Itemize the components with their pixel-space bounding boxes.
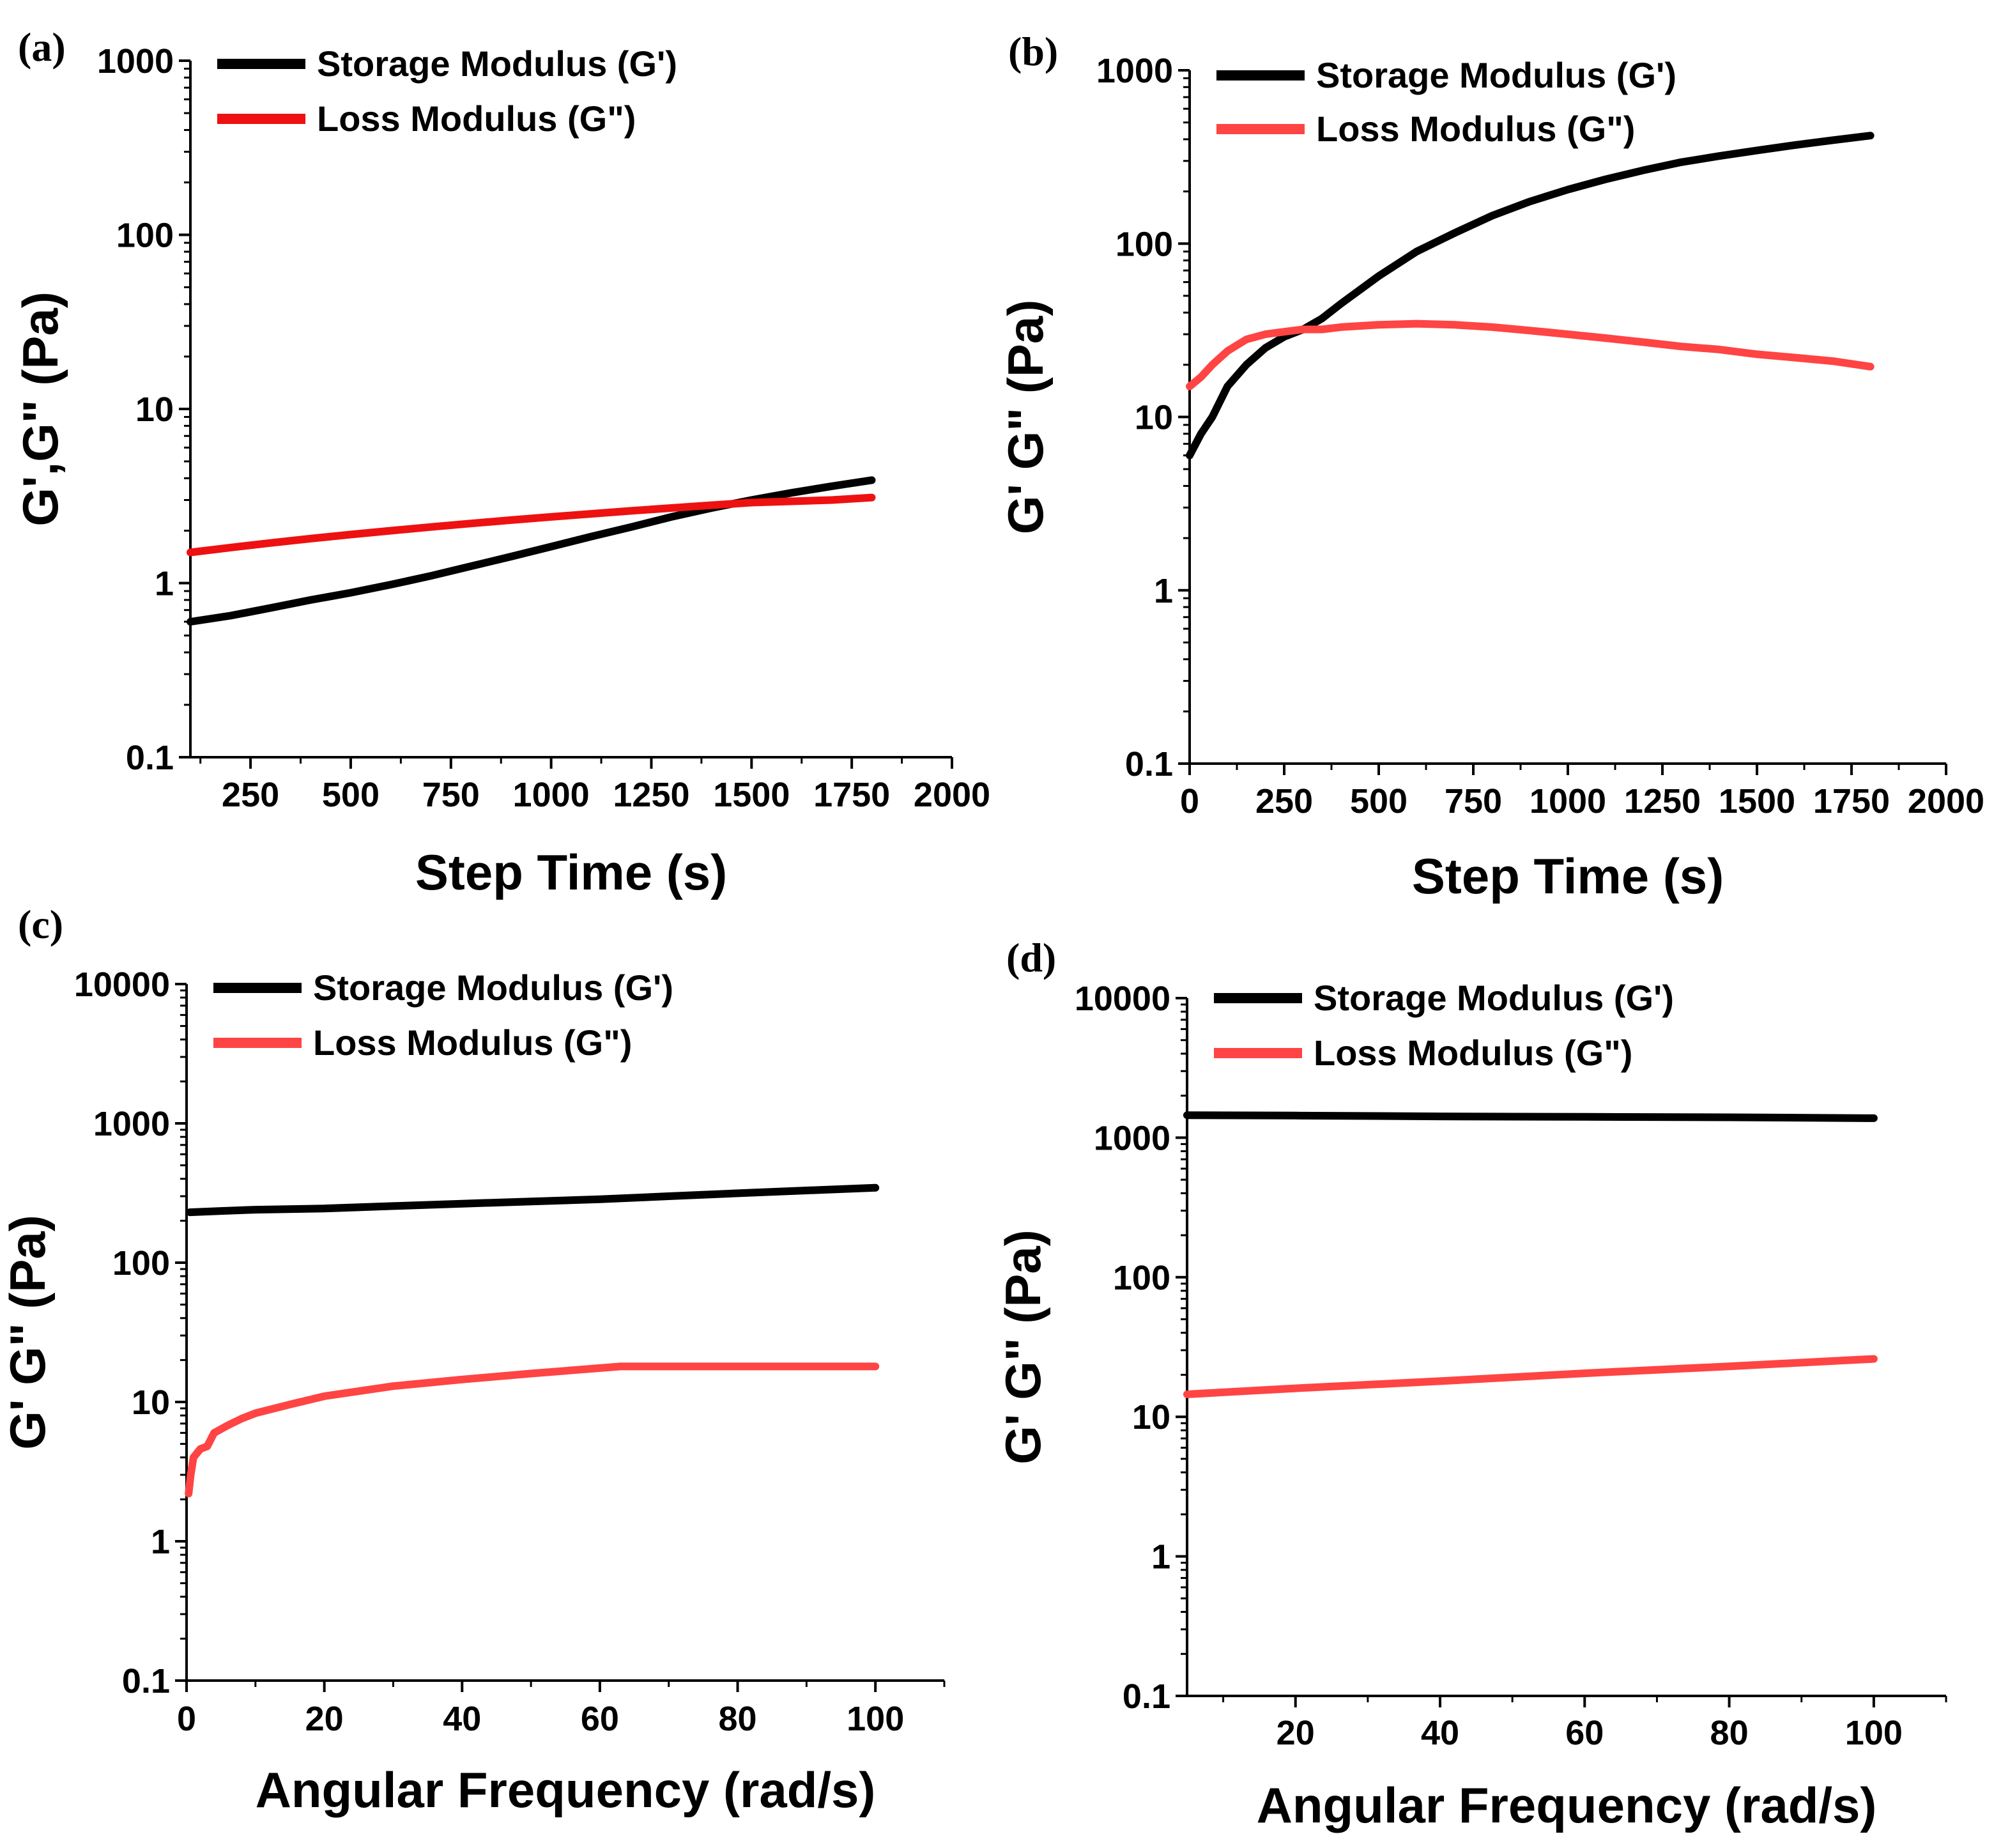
x-tick-label: 1250 xyxy=(613,776,689,814)
y-tick-label: 1 xyxy=(1151,1538,1170,1576)
y-axis-title: G' G" (Pa) xyxy=(995,1229,1051,1465)
x-tick-label: 40 xyxy=(1421,1714,1459,1752)
y-axis-title: G' G" (Pa) xyxy=(0,1215,56,1450)
panel-2: (b) 0.1 1 10 100 1000 0 250 500 750 1000 1250 1500 17… xyxy=(997,29,1984,904)
y-tick-label: 100 xyxy=(1116,225,1173,263)
legend-label: Storage Modulus (G') xyxy=(1316,55,1676,95)
y-tick-label: 1000 xyxy=(93,1105,170,1143)
x-tick-label: 1500 xyxy=(713,776,790,814)
y-tick-label: 10 xyxy=(135,390,174,429)
panel-1: (a) 0.1 1 10 100 1000 250 500 750 1000 1250 1500 175… xyxy=(12,24,990,900)
x-tick-label: 1000 xyxy=(1530,782,1606,820)
x-tick-label: 60 xyxy=(581,1700,619,1738)
x-tick-label: 40 xyxy=(443,1700,481,1738)
panel-label: (b) xyxy=(1008,29,1058,74)
x-tick-label: 750 xyxy=(422,776,480,814)
panel-label: (d) xyxy=(1006,935,1056,980)
y-tick-label: 0.1 xyxy=(122,1662,170,1700)
legend-label: Storage Modulus (G') xyxy=(1314,978,1674,1018)
series-line-storage-modulus xyxy=(186,1183,880,1217)
y-tick-label: 10 xyxy=(1135,399,1173,437)
legend-label: Storage Modulus (G') xyxy=(313,967,673,1008)
x-tick-label: 20 xyxy=(305,1700,344,1738)
x-tick-label: 80 xyxy=(1710,1714,1749,1752)
panel-label: (c) xyxy=(18,902,63,947)
y-tick-label: 1 xyxy=(155,565,174,603)
x-tick-label: 500 xyxy=(322,776,380,814)
legend-label: Loss Modulus (G") xyxy=(1316,109,1635,149)
y-tick-label: 10 xyxy=(1132,1398,1170,1436)
y-tick-label: 100 xyxy=(1113,1259,1170,1297)
x-tick-label: 750 xyxy=(1445,782,1502,820)
x-tick-label: 2000 xyxy=(914,776,990,814)
x-tick-label: 0 xyxy=(177,1700,196,1738)
y-tick-label: 1000 xyxy=(1096,52,1173,90)
x-tick-label: 0 xyxy=(1180,782,1199,820)
y-tick-label: 0.1 xyxy=(126,739,174,777)
x-tick-label: 100 xyxy=(1845,1714,1903,1752)
x-tick-label: 1500 xyxy=(1719,782,1795,820)
y-tick-label: 100 xyxy=(116,217,174,255)
x-tick-label: 1250 xyxy=(1624,782,1701,820)
x-tick-label: 1750 xyxy=(1813,782,1890,820)
y-tick-label: 0.1 xyxy=(1123,1677,1170,1716)
series-line-loss-modulus xyxy=(1186,320,1875,390)
y-tick-label: 10 xyxy=(132,1383,170,1422)
x-axis-title: Angular Frequency (rad/s) xyxy=(256,1762,876,1818)
x-tick-label: 60 xyxy=(1565,1714,1604,1752)
legend-label: Storage Modulus (G') xyxy=(317,43,677,84)
y-tick-label: 10000 xyxy=(1075,980,1170,1018)
x-tick-label: 20 xyxy=(1277,1714,1315,1752)
series-line-loss-modulus xyxy=(1183,1355,1878,1398)
x-tick-label: 100 xyxy=(847,1700,904,1738)
legend-label: Loss Modulus (G") xyxy=(313,1022,632,1063)
x-tick-label: 2000 xyxy=(1908,782,1984,820)
y-tick-label: 1000 xyxy=(1094,1119,1170,1157)
y-tick-label: 100 xyxy=(112,1244,170,1282)
y-tick-label: 10000 xyxy=(74,966,170,1004)
y-axis-title: G',G" (Pa) xyxy=(12,291,68,527)
panel-4: (d) 0.1 1 10 100 1000 10000 20 40 60 80 100 Angular … xyxy=(995,935,1947,1833)
x-tick-label: 1000 xyxy=(513,776,590,814)
series-line-storage-modulus xyxy=(1183,1111,1878,1122)
y-tick-label: 1000 xyxy=(97,42,174,81)
x-tick-label: 1750 xyxy=(813,776,890,814)
x-axis-title: Step Time (s) xyxy=(415,844,727,900)
y-tick-label: 1 xyxy=(1154,572,1173,610)
panel-label: (a) xyxy=(18,24,66,70)
y-axis-title: G' G" (Pa) xyxy=(997,300,1054,535)
x-axis-title: Step Time (s) xyxy=(1412,848,1724,904)
x-axis-title: Angular Frequency (rad/s) xyxy=(1257,1777,1877,1833)
y-tick-label: 1 xyxy=(151,1523,170,1561)
series-line-storage-modulus xyxy=(1186,132,1875,459)
panel-3: (c) 0.1 1 10 100 1000 10000 0 20 40 60 80 100 Angular… xyxy=(0,902,946,1818)
series-line-loss-modulus xyxy=(185,1362,880,1498)
x-tick-label: 80 xyxy=(719,1700,757,1738)
x-tick-label: 250 xyxy=(222,776,279,814)
y-tick-label: 0.1 xyxy=(1125,745,1173,783)
x-tick-label: 250 xyxy=(1255,782,1313,820)
series-line-loss-modulus xyxy=(187,493,876,557)
legend-label: Loss Modulus (G") xyxy=(317,98,636,139)
x-tick-label: 500 xyxy=(1350,782,1407,820)
legend-label: Loss Modulus (G") xyxy=(1314,1033,1632,1073)
